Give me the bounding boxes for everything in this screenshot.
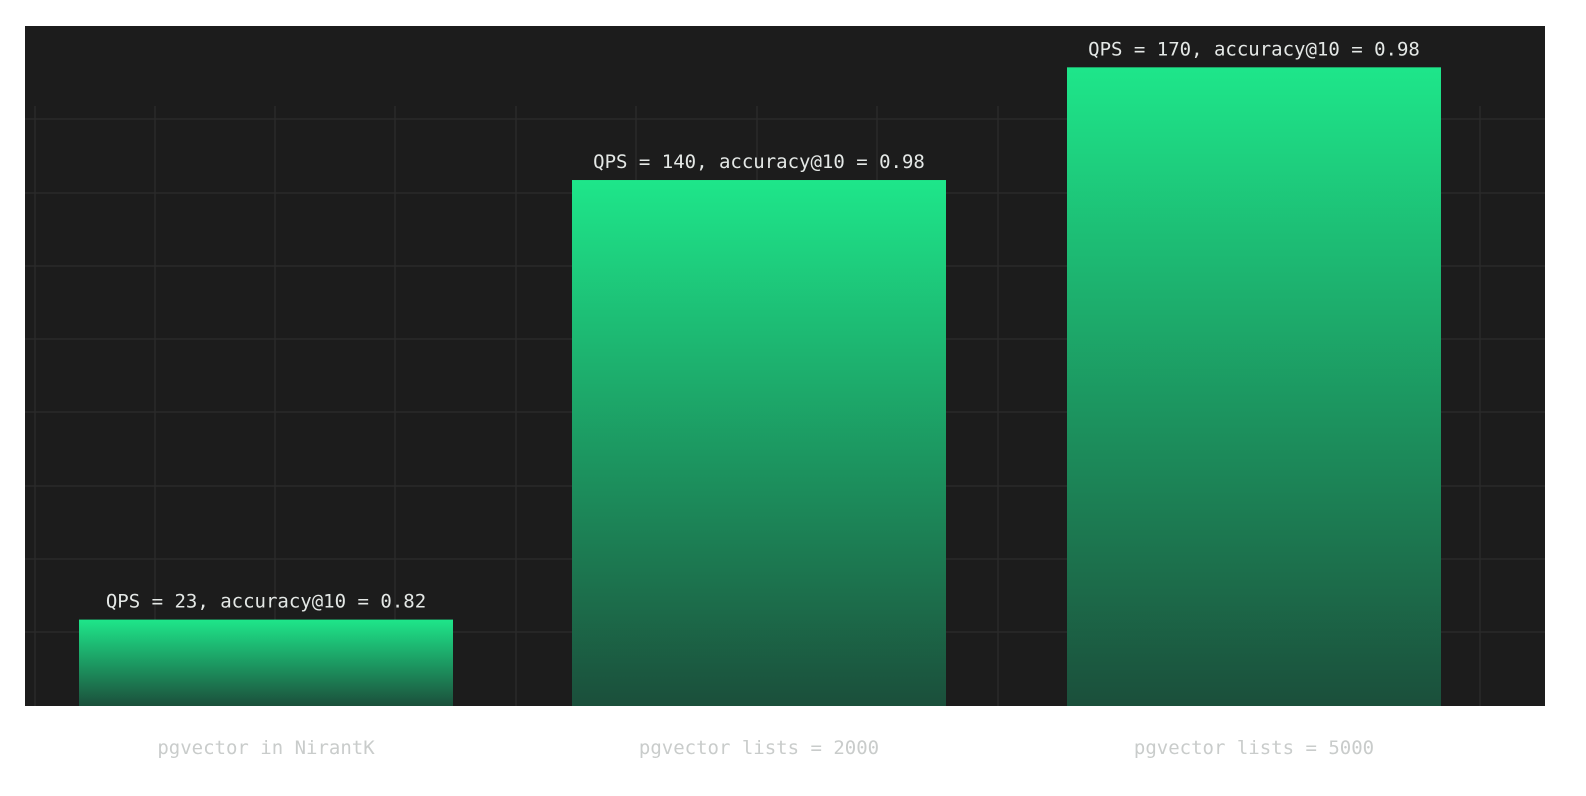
data-label-3: QPS = 170, accuracy@10 = 0.98: [1088, 38, 1420, 60]
data-label-1: QPS = 23, accuracy@10 = 0.82: [106, 591, 426, 613]
data-labels: QPS = 23, accuracy@10 = 0.82 QPS = 140, a…: [106, 38, 1420, 612]
bar-1: [79, 619, 453, 706]
category-label-1: pgvector in NirantK: [157, 737, 375, 759]
bar-3: [1067, 67, 1441, 706]
category-labels: pgvector in NirantK pgvector lists = 2000…: [157, 737, 1374, 759]
bar-2: [572, 180, 946, 706]
category-label-2: pgvector lists = 2000: [639, 737, 879, 759]
data-label-2: QPS = 140, accuracy@10 = 0.98: [593, 151, 925, 173]
category-label-3: pgvector lists = 5000: [1134, 737, 1374, 759]
bars: [79, 67, 1441, 706]
